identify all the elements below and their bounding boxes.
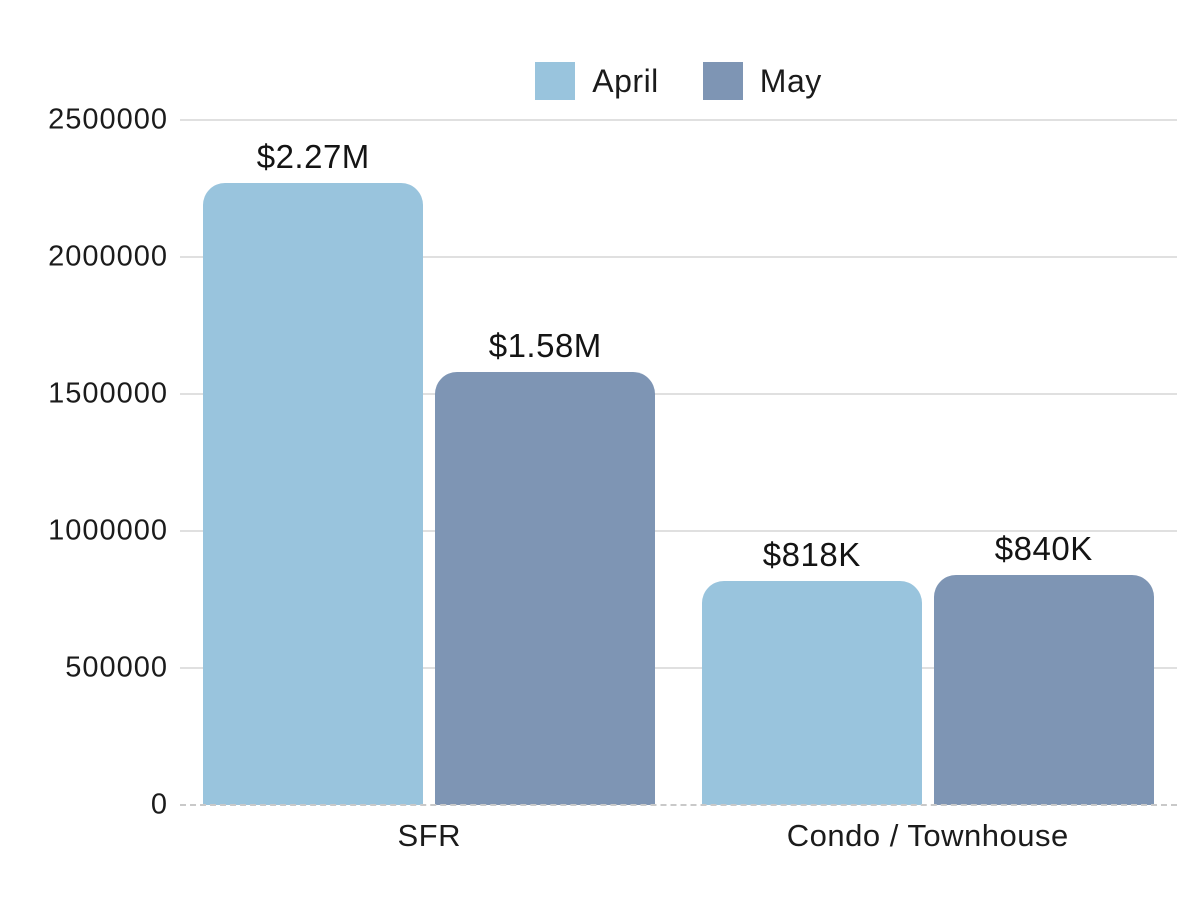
bar-value-label: $1.58M — [488, 327, 602, 365]
gridline — [180, 119, 1177, 121]
bar-may-1 — [933, 574, 1154, 805]
plot-area: $2.27M $1.58M $818K $840K — [180, 119, 1177, 806]
gridline — [180, 530, 1177, 532]
bar-value-label: $2.27M — [256, 138, 370, 176]
legend-swatch-april — [535, 62, 576, 100]
bar-value-label: $840K — [994, 529, 1093, 567]
gridline — [180, 393, 1177, 395]
y-axis: 0 500000 1000000 1500000 2000000 2500000 — [0, 104, 168, 821]
y-tick-label: 1500000 — [48, 377, 168, 410]
x-axis-baseline — [180, 804, 1177, 806]
y-tick-label: 0 — [150, 788, 168, 821]
y-tick-label: 500000 — [65, 651, 168, 684]
y-tick-label: 2500000 — [48, 103, 168, 136]
legend-item-may: May — [702, 62, 822, 100]
y-tick-label: 1000000 — [48, 514, 168, 547]
gridline — [180, 256, 1177, 258]
y-tick-label: 2000000 — [48, 240, 168, 273]
legend-swatch-may — [702, 62, 743, 100]
legend-item-april: April — [535, 62, 659, 100]
bar-value-label: $818K — [762, 535, 861, 573]
gridline — [180, 667, 1177, 669]
x-axis-label-0: SFR — [397, 818, 461, 853]
legend-label: May — [759, 62, 822, 99]
bar-april-1 — [701, 580, 922, 805]
x-axis: SFR Condo / Townhouse — [180, 818, 1177, 854]
x-axis-label-1: Condo / Townhouse — [786, 818, 1069, 853]
legend: April May — [180, 62, 1177, 100]
bar-may-0 — [435, 372, 656, 805]
legend-label: April — [592, 62, 659, 99]
bar-april-0 — [203, 183, 424, 805]
